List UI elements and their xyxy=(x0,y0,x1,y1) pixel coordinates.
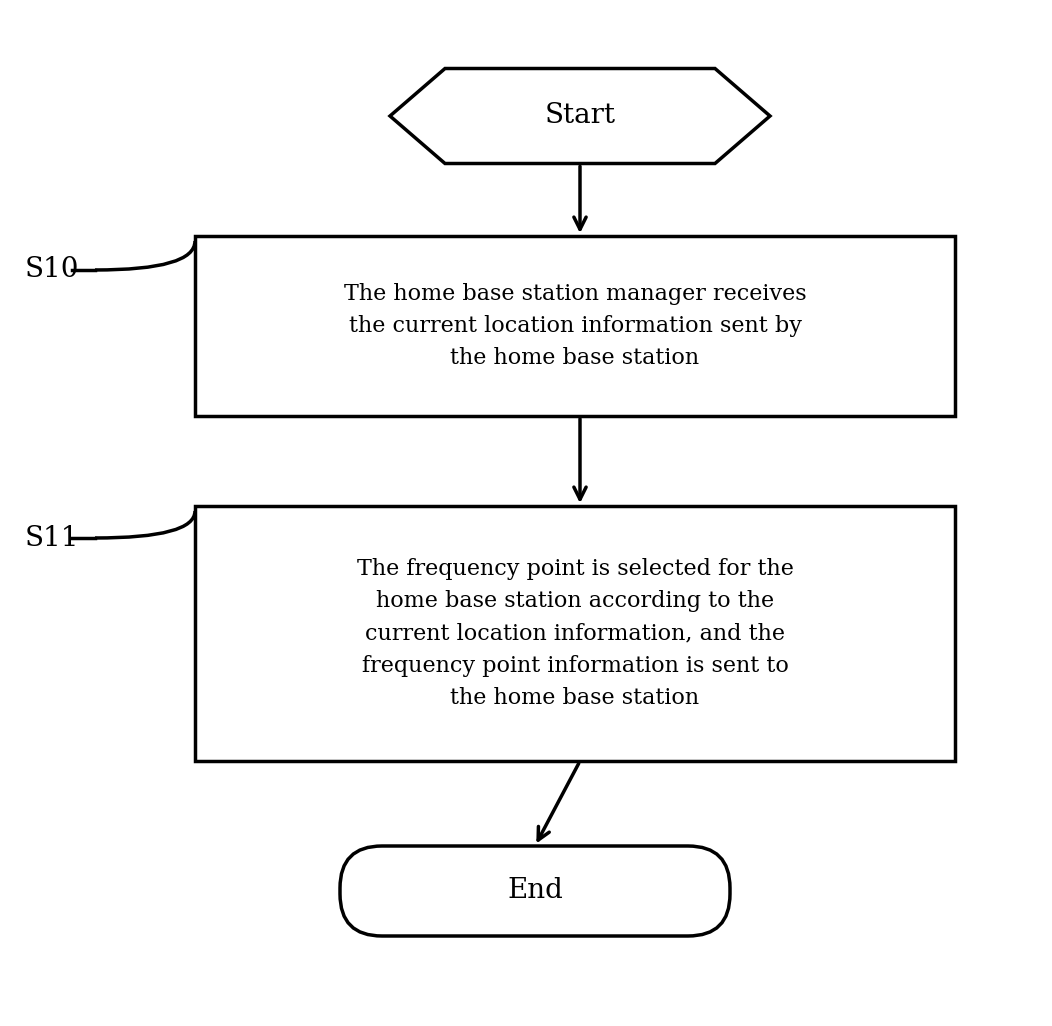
Text: S11: S11 xyxy=(25,524,80,552)
Text: S10: S10 xyxy=(25,256,80,283)
Text: Start: Start xyxy=(545,103,615,129)
Text: The home base station manager receives
the current location information sent by
: The home base station manager receives t… xyxy=(344,283,806,369)
Bar xyxy=(195,236,955,416)
Text: The frequency point is selected for the
home base station according to the
curre: The frequency point is selected for the … xyxy=(357,558,793,709)
Text: End: End xyxy=(507,877,563,905)
Polygon shape xyxy=(390,69,770,163)
FancyBboxPatch shape xyxy=(340,846,730,936)
Bar xyxy=(195,506,955,761)
